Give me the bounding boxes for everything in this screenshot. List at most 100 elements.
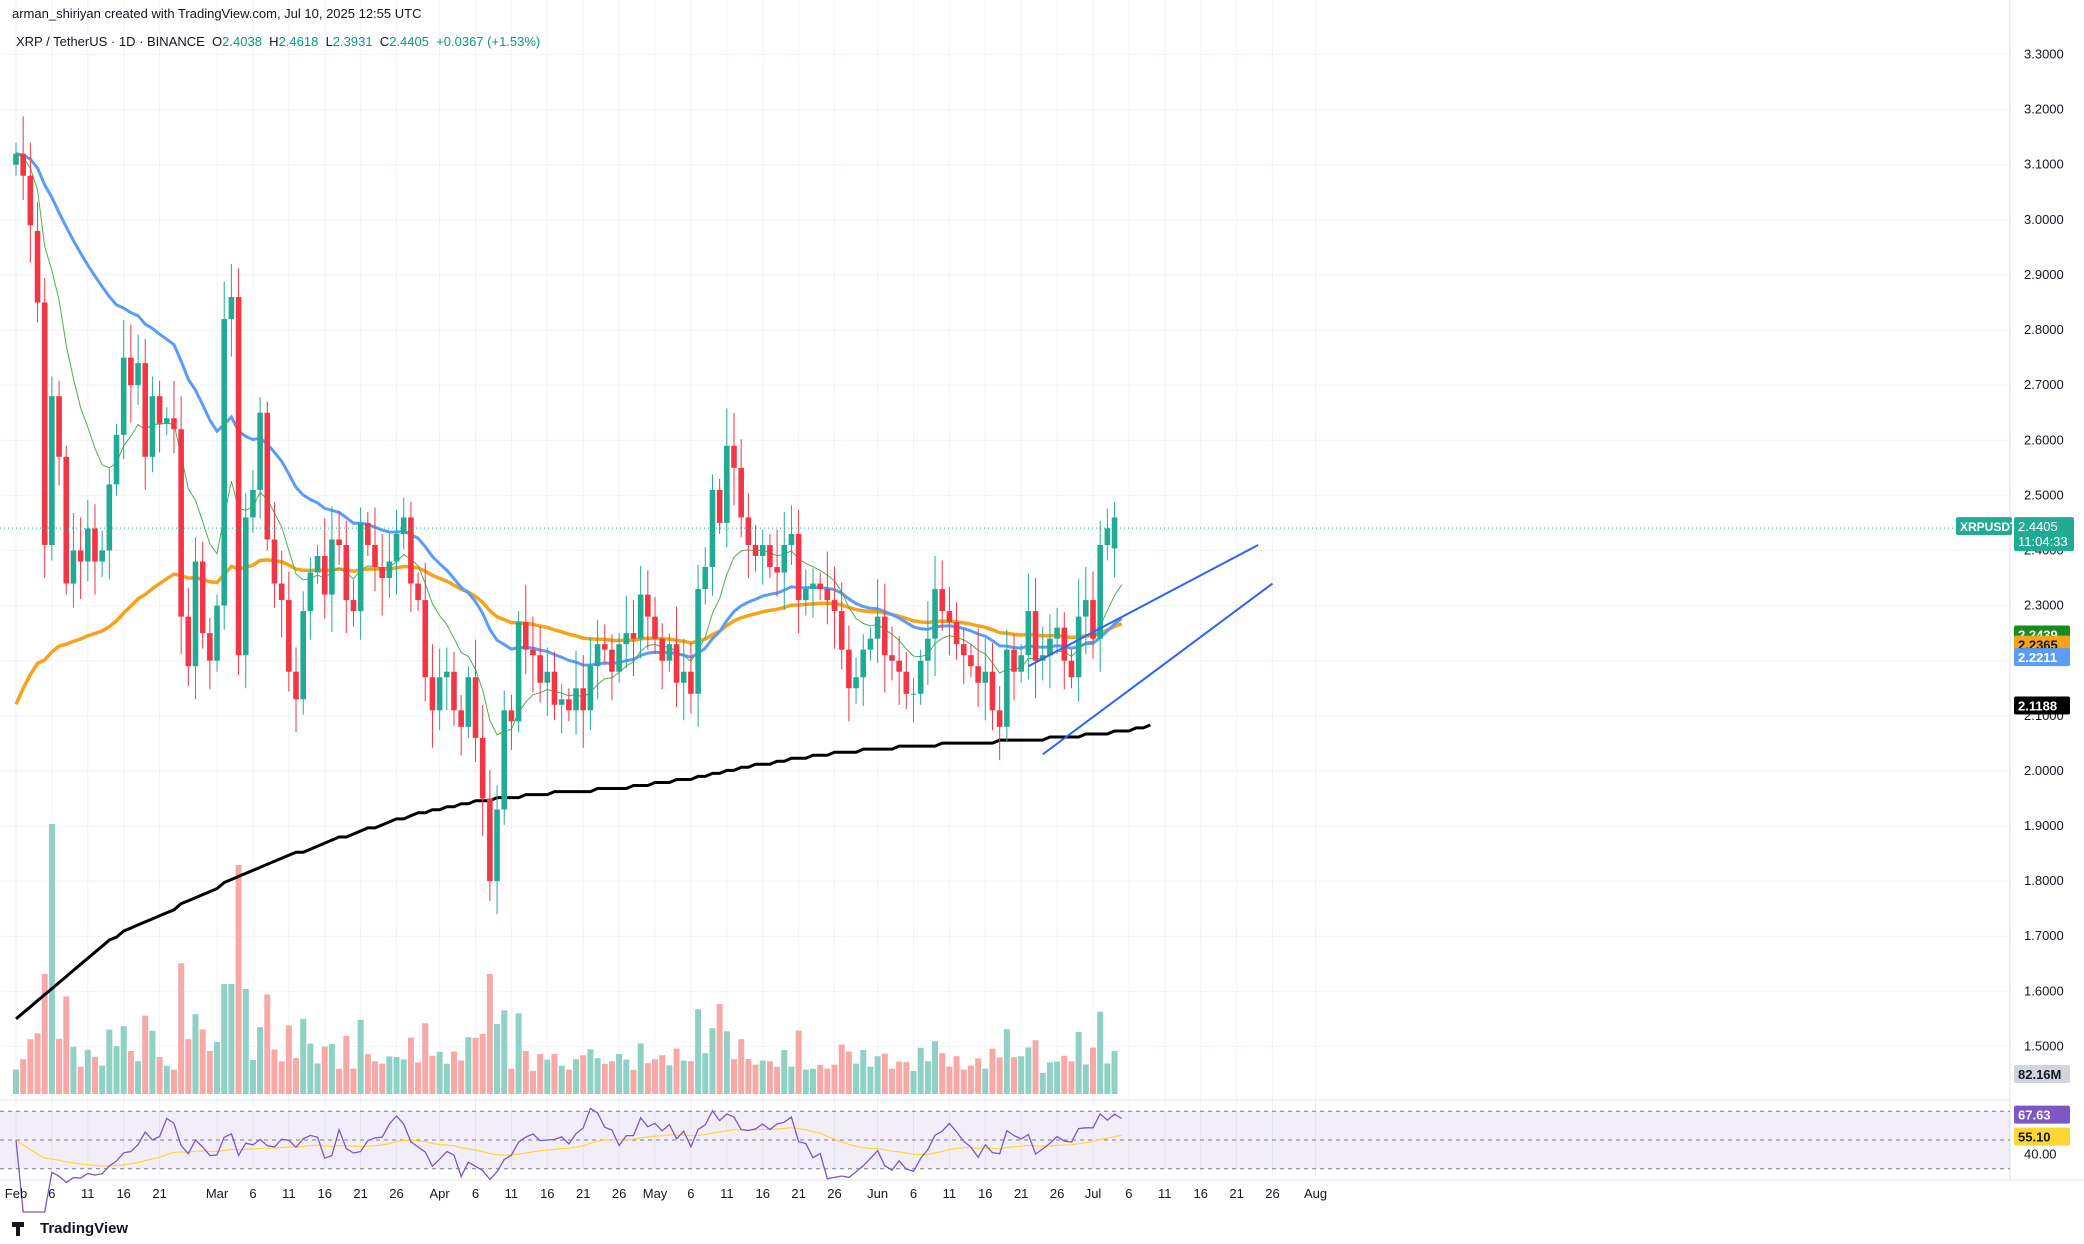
- candle-up: [860, 649, 867, 678]
- tradingview-brand[interactable]: TradingView: [12, 1220, 128, 1237]
- volume-bar: [508, 1068, 515, 1094]
- volume-bar: [623, 1059, 630, 1094]
- candle-up: [788, 533, 795, 545]
- volume-bar: [939, 1053, 946, 1094]
- candle-up: [932, 589, 938, 639]
- candle-down: [645, 594, 651, 617]
- volume-bar: [874, 1056, 881, 1094]
- candle-down: [350, 600, 357, 612]
- volume-bar: [537, 1054, 544, 1094]
- candle-down: [472, 677, 479, 738]
- volume-bar: [142, 1015, 149, 1094]
- time-tick-label: Mar: [206, 1186, 229, 1201]
- volume-bar: [1111, 1051, 1118, 1094]
- volume-bar: [13, 1069, 19, 1094]
- volume-bar: [214, 1042, 221, 1094]
- candle-up: [874, 616, 881, 639]
- candle-down: [652, 616, 658, 639]
- symbol-name[interactable]: XRP / TetherUS · 1D · BINANCE: [16, 34, 205, 49]
- volume-bar: [766, 1061, 773, 1094]
- candle-down: [415, 583, 421, 601]
- candle-up: [759, 544, 766, 556]
- open-value: 2.4038: [222, 34, 262, 49]
- candle-up: [501, 710, 508, 810]
- volume-bar: [975, 1058, 982, 1094]
- volume-bar: [573, 1059, 580, 1094]
- volume-bar: [149, 1030, 156, 1094]
- channel-lower-line: [1042, 582, 1274, 756]
- candle-up: [781, 544, 788, 573]
- volume-bar: [314, 1063, 321, 1094]
- time-tick-label: 21: [791, 1186, 805, 1201]
- candle-up: [616, 644, 622, 672]
- candle-up: [400, 517, 407, 534]
- volume-bar: [407, 1037, 414, 1094]
- symbol-legend: XRP / TetherUS · 1D · BINANCE O2.4038 H2…: [16, 34, 540, 49]
- volume-bar: [328, 1044, 335, 1094]
- volume-bar: [580, 1055, 587, 1094]
- candle-up: [228, 297, 235, 320]
- brand-name: TradingView: [40, 1220, 129, 1237]
- volume-bar: [34, 1033, 41, 1094]
- candle-up: [49, 396, 55, 545]
- candle-up: [444, 671, 450, 678]
- price-tick-label: 1.7000: [2024, 928, 2064, 943]
- time-tick-label: 26: [1050, 1186, 1064, 1201]
- volume-bar: [903, 1062, 910, 1094]
- volume-bar: [120, 1026, 127, 1094]
- volume-bar: [458, 1060, 465, 1094]
- volume-bar: [300, 1018, 307, 1094]
- volume-bar: [135, 1061, 142, 1094]
- candle-down: [838, 611, 845, 650]
- candle-up: [1018, 655, 1024, 672]
- candle-down: [939, 589, 946, 612]
- time-tick-label: 6: [687, 1186, 694, 1201]
- candle-down: [365, 522, 371, 545]
- candle-up: [623, 633, 630, 645]
- trend-channel[interactable]: [1027, 544, 1274, 756]
- candle-down: [903, 671, 910, 694]
- volume-bar: [867, 1066, 874, 1094]
- candle-up: [803, 589, 809, 601]
- volume-bar: [752, 1064, 759, 1094]
- time-tick-label: 11: [505, 1186, 519, 1201]
- time-tick-label: May: [643, 1186, 668, 1201]
- volume-bar: [178, 963, 185, 1094]
- volume-bar: [436, 1051, 443, 1094]
- volume-bar: [910, 1071, 917, 1094]
- price-tick-label: 2.9000: [2024, 267, 2064, 282]
- candle-down: [752, 544, 759, 556]
- volume-value: 82.16M: [2018, 1067, 2061, 1082]
- volume-bar: [321, 1046, 328, 1094]
- candle-up: [163, 418, 170, 424]
- candle-down: [63, 456, 70, 584]
- candle-down: [522, 622, 529, 650]
- volume-bar: [845, 1051, 852, 1094]
- candle-down: [1032, 611, 1039, 661]
- candle-down: [185, 616, 192, 667]
- candle-down: [422, 600, 429, 678]
- volume-bar: [264, 994, 271, 1094]
- price-tick-label: 1.6000: [2024, 983, 2064, 998]
- rsi-value-bg: [2014, 1105, 2070, 1124]
- candle-down: [271, 539, 278, 584]
- change-value: +0.0367 (+1.53%): [436, 34, 541, 49]
- ma-black-value-bg: [2014, 696, 2070, 715]
- candle-down: [896, 660, 902, 672]
- volume-bar: [774, 1066, 781, 1094]
- candle-down: [673, 644, 680, 683]
- volume-bar: [379, 1063, 386, 1094]
- candle-down: [336, 539, 342, 545]
- volume-bar: [27, 1039, 34, 1094]
- candle-up: [558, 699, 565, 705]
- volume-bar: [659, 1055, 666, 1094]
- candle-down: [27, 175, 34, 226]
- volume-bar: [336, 1068, 343, 1094]
- volume-bar: [608, 1061, 615, 1094]
- candle-down: [881, 616, 888, 656]
- close-label: C: [379, 34, 390, 49]
- volume-bar: [91, 1056, 98, 1094]
- volume-bar: [357, 1019, 364, 1094]
- volume-bar: [616, 1054, 623, 1094]
